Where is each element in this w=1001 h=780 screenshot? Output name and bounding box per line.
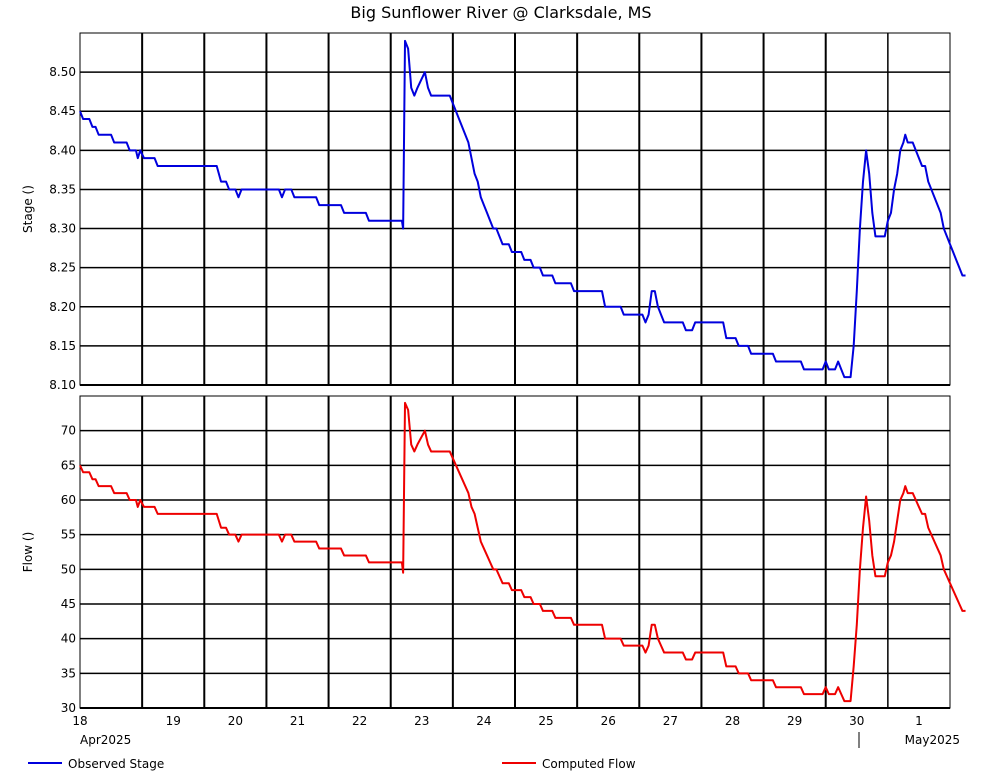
x-tick-label: 20	[228, 714, 243, 728]
month-label: Apr2025	[80, 733, 131, 747]
month-label: May2025	[905, 733, 960, 747]
chart-title: Big Sunflower River @ Clarksdale, MS	[350, 3, 651, 22]
panel-1: 8.10 8.15 8.20 8.25 8.30 8.35 8.40 8.45 8.50 Stag…	[21, 32, 966, 392]
y-tick-label: 30	[61, 701, 76, 715]
y-tick-label: 8.50	[49, 65, 76, 79]
x-tick-label: 26	[601, 714, 616, 728]
x-tick-label: 30	[849, 714, 864, 728]
x-tick-label: 22	[352, 714, 367, 728]
y-tick-label: 8.25	[49, 261, 76, 275]
y-tick-label: 35	[61, 666, 76, 680]
legend-observed-stage: Observed Stage	[28, 757, 164, 771]
legend-label: Computed Flow	[542, 757, 636, 771]
x-tick-label: 1	[915, 714, 923, 728]
y-tick-label: 8.10	[49, 378, 76, 392]
y-tick-label: 45	[61, 597, 76, 611]
legend: Observed Stage Computed Flow	[28, 757, 636, 771]
panel-frame	[79, 395, 951, 709]
y-tick-label: 8.35	[49, 182, 76, 196]
panel-2: 30 35 40 45 50 55 60 65 70 Flow ()	[21, 395, 966, 715]
y-tick-label: 8.20	[49, 300, 76, 314]
x-tick-label: 27	[663, 714, 678, 728]
computed-flow-series-line	[79, 401, 966, 703]
x-tick-label: 18	[72, 714, 87, 728]
x-tick-label: 25	[538, 714, 553, 728]
y-axis-label: Stage ()	[21, 185, 35, 233]
panel-frame	[79, 32, 951, 386]
y-tick-label: 40	[61, 632, 76, 646]
y-tick-label: 50	[61, 562, 76, 576]
x-tick-label: 28	[725, 714, 740, 728]
x-tick-label: 21	[290, 714, 305, 728]
x-axis: 18 19 20 21 22 23 24 25 26 27 28 29 30 1 Apr2025 May202…	[72, 714, 960, 748]
y-tick-label: 60	[61, 493, 76, 507]
chart-panels: 8.10 8.15 8.20 8.25 8.30 8.35 8.40 8.45 8.50 Stag…	[21, 32, 966, 715]
y-tick-label: 65	[61, 458, 76, 472]
x-tick-label: 29	[787, 714, 802, 728]
y-tick-label: 8.30	[49, 222, 76, 236]
observed-stage-series-line	[79, 39, 966, 379]
x-tick-label: 24	[476, 714, 491, 728]
y-tick-label: 8.40	[49, 143, 76, 157]
legend-label: Observed Stage	[68, 757, 164, 771]
y-axis-label: Flow ()	[21, 532, 35, 573]
x-tick-label: 23	[414, 714, 429, 728]
y-tick-label: 8.45	[49, 104, 76, 118]
legend-computed-flow: Computed Flow	[502, 757, 636, 771]
y-tick-label: 55	[61, 528, 76, 542]
y-tick-label: 8.15	[49, 339, 76, 353]
x-tick-label: 19	[166, 714, 181, 728]
y-tick-label: 70	[61, 424, 76, 438]
